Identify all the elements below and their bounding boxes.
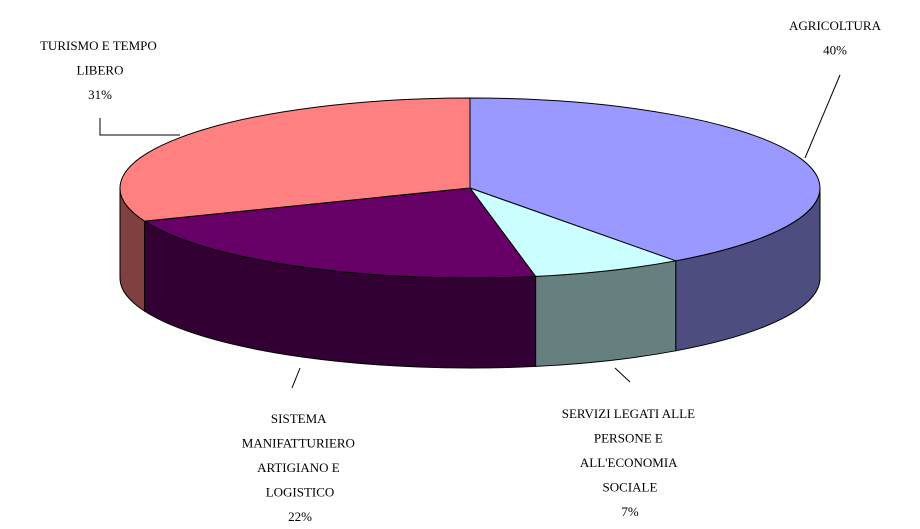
slice bbox=[468, 186, 678, 277]
leader-line bbox=[99, 118, 180, 136]
slice-label: SISTEMA MANIFATTURIERO ARTIGIANO E LOGIS… bbox=[242, 411, 358, 500]
value-label: 31% bbox=[88, 87, 112, 102]
value-label: 40% bbox=[823, 43, 847, 58]
slice-label: TURISMO E TEMPO LIBERO bbox=[40, 38, 160, 78]
slice-label: AGRICOLTURA bbox=[789, 18, 882, 33]
slice bbox=[469, 97, 821, 262]
value-label: 22% bbox=[288, 509, 312, 524]
value-label: 7% bbox=[621, 504, 639, 519]
slice bbox=[143, 187, 537, 279]
slice-side bbox=[535, 260, 677, 367]
leader-line bbox=[614, 367, 631, 383]
slice-label: SERVIZI LEGATI ALLE PERSONE E ALL'ECONOM… bbox=[562, 406, 699, 495]
slice bbox=[119, 97, 471, 222]
leader-line bbox=[804, 74, 841, 159]
leader-line bbox=[291, 367, 301, 389]
